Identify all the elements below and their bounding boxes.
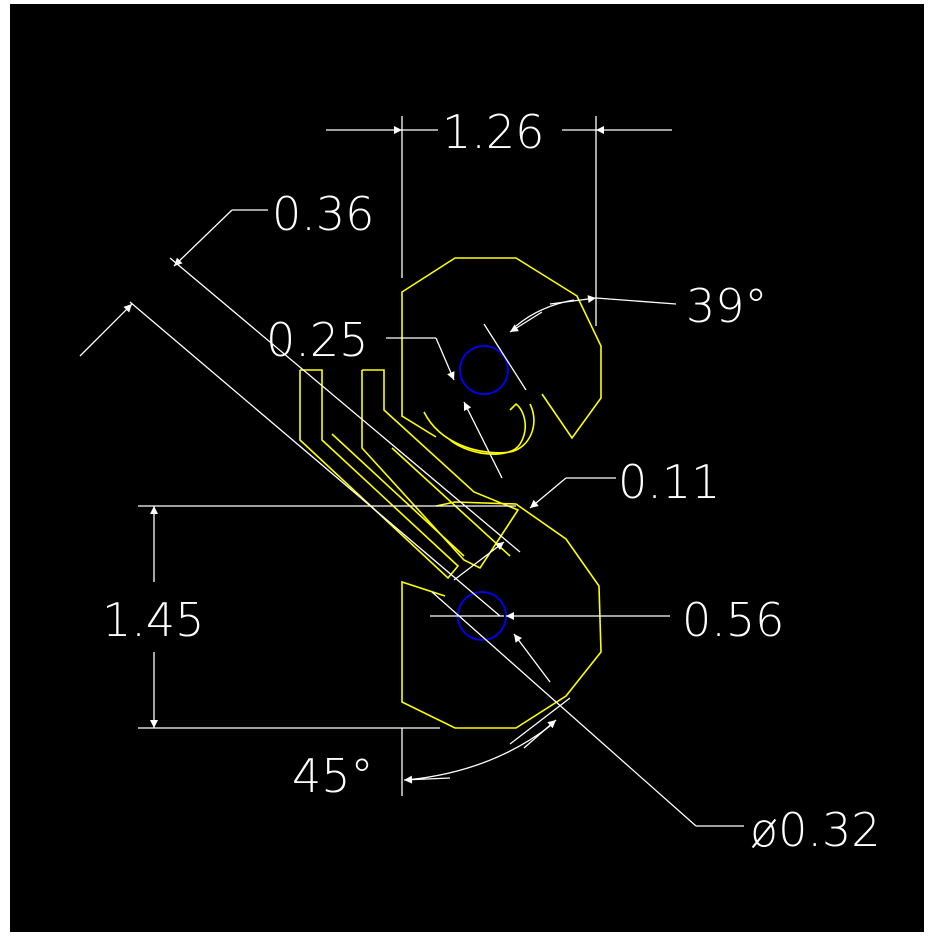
upper-hole [459, 345, 509, 395]
label-45-deg: 45° [292, 749, 374, 803]
dim-39-ext [483, 323, 527, 391]
dim-0-11-diag [529, 477, 567, 509]
hook-inner-arc [449, 402, 527, 455]
left-slot-outline [299, 369, 460, 580]
ext-45-diag [509, 697, 571, 745]
dim-45-arrow-a [403, 775, 451, 784]
cad-viewport[interactable]: 1.26 0.36 39° 0.25 0.11 1.45 0.56 45° ø0… [10, 4, 924, 932]
label-0-11: 0.11 [618, 455, 720, 509]
dim-0-25-slot-line [463, 401, 503, 479]
upper-lobe-outline [401, 257, 602, 440]
dim-39-arrow-b [549, 295, 597, 305]
dim-39-arrow-a [509, 311, 543, 333]
label-0-36: 0.36 [272, 187, 374, 241]
dimension-lines [79, 116, 744, 827]
dim-39-leader [595, 297, 677, 305]
lower-lobe-outline [401, 501, 602, 729]
dim-45-arrow-b [523, 719, 557, 749]
dim-0-11-arrow-2 [453, 541, 505, 581]
slot-inner-line [331, 433, 465, 557]
slot-inner-line-2 [391, 447, 511, 557]
label-0-25: 0.25 [266, 313, 368, 367]
diag-ext-2 [129, 301, 501, 617]
label-diameter-0-32: ø0.32 [750, 803, 881, 857]
label-1-45: 1.45 [102, 593, 204, 647]
part-outline [299, 257, 602, 729]
dim-45-arc [405, 725, 551, 781]
label-0-56: 0.56 [682, 593, 784, 647]
dim-0-36-b [79, 303, 133, 357]
diag-ext-1 [169, 257, 521, 553]
cad-drawing: 1.26 0.36 39° 0.25 0.11 1.45 0.56 45° ø0… [79, 105, 881, 857]
diag-center-line [431, 591, 697, 827]
holes [457, 345, 509, 641]
dim-0-32-arrow [513, 633, 551, 683]
label-1-26: 1.26 [442, 105, 544, 159]
hook-outer-arc [423, 403, 535, 454]
middle-slot-outline [361, 369, 520, 570]
label-39-deg: 39° [686, 279, 768, 333]
dimension-labels: 1.26 0.36 39° 0.25 0.11 1.45 0.56 45° ø0… [102, 105, 881, 857]
dim-0-25-diag [435, 337, 455, 381]
dim-0-36-a [173, 209, 233, 267]
